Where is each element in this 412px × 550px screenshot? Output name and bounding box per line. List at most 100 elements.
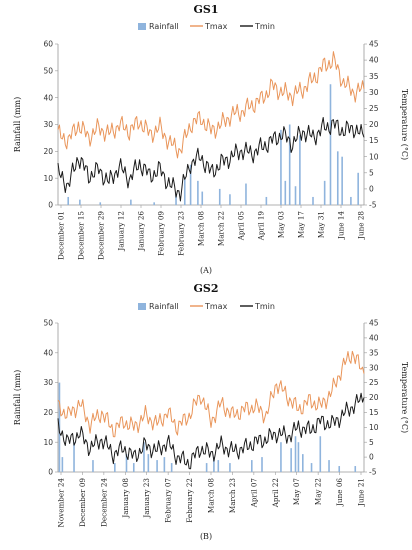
chart-0-ytick-right-label: -5 xyxy=(369,201,377,210)
chart-1-rainfall-bar xyxy=(147,454,150,472)
chart-1-rainfall-bar xyxy=(125,454,128,472)
chart-1-ytick-left-label: 30 xyxy=(43,378,53,387)
chart-1-xtick-label: December 24 xyxy=(99,478,108,527)
chart-0-rainfall-bar xyxy=(130,199,132,205)
chart-0-xtick-label: December 29 xyxy=(97,211,106,260)
chart-1-ytick-right-label: 0 xyxy=(369,453,374,462)
chart-1-rainfall-bar xyxy=(213,457,215,472)
chart-1-rainfall-bar xyxy=(297,442,300,472)
chart-1-rainfall-bar xyxy=(73,442,75,472)
chart-1-ylabel-right: Temperature (°C) xyxy=(400,362,409,433)
chart-1-rainfall-bar xyxy=(143,442,145,472)
chart-0-ytick-right-label: 20 xyxy=(369,120,379,129)
chart-0-rainfall-bar xyxy=(197,180,199,205)
chart-0-ytick-right-label: 5 xyxy=(369,168,374,177)
chart-1-rainfall-bar xyxy=(319,436,322,472)
chart-0-rainfall-bar xyxy=(218,188,221,205)
chart-0-ytick-right-label: 0 xyxy=(369,185,374,194)
chart-1-ytick-left-label: 50 xyxy=(43,319,53,328)
chart-0-line-tmax xyxy=(57,51,365,159)
chart-1-legend-label-tmin: Tmin xyxy=(254,302,275,311)
chart-0-xtick-label: June 14 xyxy=(337,211,346,240)
chart-1-rainfall-bar xyxy=(217,460,220,472)
chart-0-legend-label-rainfall: Rainfall xyxy=(149,22,179,31)
chart-1-rainfall-bar xyxy=(58,382,61,472)
chart-0-rainfall-bar xyxy=(201,191,204,205)
chart-1-xtick-label: January 08 xyxy=(121,478,130,519)
chart-1-xtick-label: November 24 xyxy=(57,478,66,528)
chart-0-rainfall-bar xyxy=(284,180,287,205)
chart-1-rainfall-bar xyxy=(310,463,313,472)
chart-1-xtick-label: February 07 xyxy=(164,478,173,523)
chart-0-rainfall-bar xyxy=(99,202,102,205)
chart-0-xtick-label: April 05 xyxy=(237,211,246,242)
chart-0-legend-label-tmin: Tmin xyxy=(254,22,275,31)
chart-0-rainfall-bar xyxy=(350,196,352,205)
chart-0-xtick-label: May 17 xyxy=(297,211,306,239)
chart-0-rainfall-bar xyxy=(229,194,231,205)
chart-1-rainfall-bar xyxy=(354,466,357,472)
chart-1-rainfall-bar xyxy=(280,442,282,472)
chart-0-ytick-left-label: 60 xyxy=(43,40,53,49)
chart-1-rainfall-bar xyxy=(338,466,341,472)
chart-0-rainfall-bar xyxy=(323,180,326,205)
chart-1-xtick-label: June 21 xyxy=(357,478,366,507)
chart-1-rainfall-bar xyxy=(229,463,231,472)
chart-1-xtick-label: April 22 xyxy=(271,478,280,508)
chart-0-ylabel-right: Temperature (°C) xyxy=(400,89,409,160)
chart-0-rainfall-bar xyxy=(153,202,155,205)
chart-1-ytick-left-label: 20 xyxy=(43,408,53,417)
chart-1-panel-label: (B) xyxy=(200,532,212,541)
chart-1-ytick-right-label: 30 xyxy=(369,363,379,372)
chart-1-title: GS2 xyxy=(194,282,219,295)
chart-1-ytick-right-label: 25 xyxy=(369,378,379,387)
chart-1-ytick-left-label: 40 xyxy=(43,348,53,357)
chart-0-rainfall-bar xyxy=(288,124,291,205)
chart-0-ytick-left-label: 50 xyxy=(43,66,53,75)
chart-0-rainfall-bar xyxy=(357,172,359,205)
chart-0-rainfall-bar xyxy=(329,84,332,205)
chart-1-rainfall-bar xyxy=(114,463,116,472)
chart-0-xtick-label: January 12 xyxy=(117,211,126,252)
chart-1-ytick-right-label: 45 xyxy=(369,319,379,328)
chart-0-legend-label-tmax: Tmax xyxy=(204,22,228,31)
chart-1-rainfall-bar xyxy=(302,454,304,472)
chart-0-rainfall-bar xyxy=(294,186,297,205)
chart-0-ytick-right-label: 15 xyxy=(369,136,379,145)
chart-1-rainfall-bar xyxy=(290,448,292,472)
chart-0-line-tmin xyxy=(57,117,365,202)
chart-0-ytick-left-label: 20 xyxy=(43,147,53,156)
chart-1-xtick-label: December 09 xyxy=(78,478,87,527)
chart-1-rainfall-bar xyxy=(156,460,158,472)
chart-0-title: GS1 xyxy=(194,3,219,16)
chart-1-ytick-right-label: 15 xyxy=(369,408,379,417)
chart-1-rainfall-bar xyxy=(170,463,173,472)
chart-0-ytick-right-label: 25 xyxy=(369,104,379,113)
chart-0-ytick-right-label: 35 xyxy=(369,72,379,81)
chart-1-xtick-label: May 07 xyxy=(292,478,301,506)
chart-0-rainfall-bar xyxy=(280,129,282,205)
chart-1-ylabel-left: Rainfall (mm) xyxy=(13,370,22,426)
chart-0-xtick-label: December 01 xyxy=(57,211,66,260)
chart-1-xtick-label: March 23 xyxy=(228,478,237,514)
chart-0-rainfall-bar xyxy=(67,196,69,205)
chart-0-legend-swatch-rainfall xyxy=(138,23,146,30)
chart-0-xtick-label: February 09 xyxy=(157,211,166,256)
chart-0-ytick-left-label: 0 xyxy=(48,201,53,210)
chart-0-ytick-right-label: 30 xyxy=(369,88,379,97)
chart-1-rainfall-bar xyxy=(205,463,208,472)
chart-1-rainfall-bar xyxy=(132,463,135,472)
chart-0-ytick-right-label: 40 xyxy=(369,56,379,65)
chart-1-ytick-right-label: 5 xyxy=(369,438,374,447)
chart-0-rainfall-bar xyxy=(183,178,186,205)
chart-1-legend-label-tmax: Tmax xyxy=(204,302,228,311)
chart-0-rainfall-bar xyxy=(175,194,177,205)
chart-0-ytick-right-label: 45 xyxy=(369,40,379,49)
chart-1-line-tmin xyxy=(57,392,365,470)
chart-0-rainfall-bar xyxy=(245,183,247,205)
chart-1-ytick-right-label: 10 xyxy=(369,423,379,432)
chart-0-ytick-left-label: 30 xyxy=(43,120,53,129)
chart-0-xtick-label: January 26 xyxy=(137,211,146,252)
chart-1-ytick-right-label: 35 xyxy=(369,348,379,357)
chart-0-rainfall-bar xyxy=(79,199,81,205)
